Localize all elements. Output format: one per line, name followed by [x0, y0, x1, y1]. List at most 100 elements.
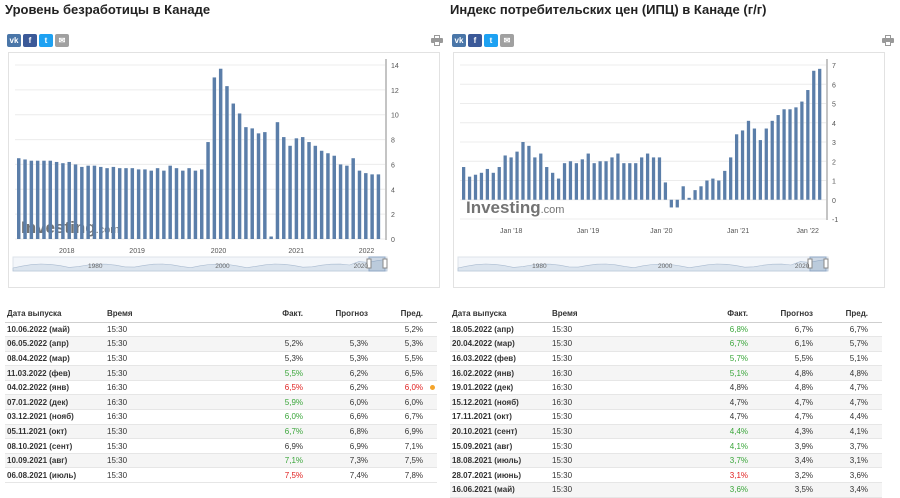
release-date: 17.11.2021 (окт)	[450, 409, 550, 425]
bar	[491, 172, 495, 200]
previous-value: 3,1%	[815, 453, 870, 469]
y-tick-label: 5	[832, 102, 836, 109]
forecast-value: 4,8%	[750, 380, 815, 396]
col-forecast-header: Прогноз	[750, 305, 815, 323]
release-date: 10.06.2022 (май)	[5, 322, 105, 338]
y-tick-label: 3	[832, 140, 836, 147]
actual-value: 5,1%	[700, 365, 750, 381]
col-date-header: Дата выпуска	[450, 305, 550, 323]
actual-value: 4,7%	[700, 394, 750, 411]
previous-value: 6,5%	[370, 365, 425, 381]
bar	[193, 170, 198, 239]
bar	[162, 170, 166, 239]
table-row: 06.08.2021 (июль) 15:30 7,5% 7,4% 7,8%	[5, 467, 437, 484]
bar	[92, 165, 97, 239]
forecast-value: 7,4%	[305, 467, 370, 484]
release-date: 11.03.2022 (фев)	[5, 365, 105, 381]
bar	[556, 178, 561, 200]
bar	[669, 199, 673, 208]
actual-value: 4,4%	[700, 424, 750, 440]
bar	[675, 199, 679, 208]
bar	[711, 178, 715, 200]
revision-marker-cell	[425, 365, 437, 381]
revision-marker-cell	[425, 409, 437, 425]
bar-chart: -1 0 1 2 3 4 5 6 7 Investing.com Jan '18 Jan '19 Jan…	[457, 59, 838, 272]
facebook-icon[interactable]: f	[468, 34, 482, 47]
bar	[29, 160, 34, 239]
release-time: 15:30	[550, 322, 700, 338]
release-time: 15:30	[105, 438, 255, 454]
navigator-handle[interactable]	[807, 258, 813, 269]
previous-value: 7,5%	[370, 453, 425, 469]
forecast-value: 5,3%	[305, 336, 370, 352]
releases-table: Дата выпуска Время Факт. Прогноз Пред. 18.05.…	[450, 305, 882, 498]
bar	[370, 174, 374, 239]
col-prev-header: Пред.	[815, 305, 870, 323]
bar	[800, 101, 804, 200]
bar	[699, 186, 703, 200]
vk-icon[interactable]: vk	[7, 34, 21, 47]
print-icon[interactable]	[431, 35, 443, 46]
release-time: 15:30	[105, 453, 255, 469]
vk-icon[interactable]: vk	[452, 34, 466, 47]
navigator-tick-label: 2020	[354, 263, 369, 270]
col-time-header: Время	[550, 305, 700, 323]
bar	[651, 157, 656, 200]
bar	[764, 128, 768, 200]
bar	[693, 190, 697, 200]
facebook-icon[interactable]: f	[23, 34, 37, 47]
bar	[319, 150, 324, 239]
bar	[61, 163, 65, 239]
actual-value: 3,6%	[700, 482, 750, 498]
bar	[610, 157, 614, 200]
table-row: 20.10.2021 (сент) 15:30 4,4% 4,3% 4,1%	[450, 424, 882, 440]
actual-value: 6,0%	[255, 409, 305, 425]
bar	[634, 163, 638, 200]
navigator-handle[interactable]	[382, 258, 388, 269]
y-tick-label: 6	[832, 82, 836, 89]
bar-chart: 02468101214Investing.com2018201920202021…	[12, 59, 399, 272]
actual-value: 6,7%	[700, 336, 750, 352]
print-icon[interactable]	[882, 35, 894, 46]
bar	[752, 128, 757, 200]
bar	[218, 68, 223, 239]
twitter-icon[interactable]: t	[39, 34, 53, 47]
navigator-handle[interactable]	[823, 258, 829, 269]
email-icon[interactable]: ✉	[500, 34, 514, 47]
table-row: 18.08.2021 (июль) 15:30 3,7% 3,4% 3,1%	[450, 453, 882, 469]
release-date: 28.07.2021 (июнь)	[450, 467, 550, 484]
twitter-icon[interactable]: t	[484, 34, 498, 47]
bar	[326, 153, 330, 239]
bar	[117, 168, 122, 239]
bar	[338, 164, 343, 239]
bar	[462, 167, 466, 200]
bar	[782, 109, 786, 200]
y-tick-label: 6	[391, 162, 395, 169]
bar	[155, 168, 160, 239]
navigator-handle[interactable]	[366, 258, 372, 269]
revision-marker-cell	[425, 467, 437, 484]
previous-value: 5,3%	[370, 336, 425, 352]
table-row: 16.06.2021 (май) 15:30 3,6% 3,5% 3,4%	[450, 482, 882, 498]
previous-value: 4,8%	[815, 365, 870, 381]
y-tick-label: 0	[832, 198, 836, 205]
forecast-value: 3,4%	[750, 453, 815, 469]
actual-value: 5,3%	[255, 351, 305, 367]
x-tick-label: 2019	[129, 248, 145, 255]
share-bar: vk f t ✉	[452, 34, 514, 47]
table-header-row: Дата выпуска Время Факт. Прогноз Пред.	[5, 305, 437, 323]
revision-marker-cell	[425, 438, 437, 454]
bar	[663, 182, 668, 200]
table-row: 10.09.2021 (авг) 15:30 7,1% 7,3% 7,5%	[5, 453, 437, 469]
bar	[545, 167, 549, 200]
bar	[73, 164, 78, 239]
y-tick-label: 14	[391, 63, 399, 70]
bar	[250, 128, 254, 239]
col-actual-header: Факт.	[255, 305, 305, 323]
release-date: 15.09.2021 (авг)	[450, 438, 550, 454]
bar	[149, 170, 153, 239]
revision-marker-cell	[870, 482, 882, 498]
previous-value: 3,6%	[815, 467, 870, 484]
email-icon[interactable]: ✉	[55, 34, 69, 47]
forecast-value: 6,0%	[305, 394, 370, 411]
